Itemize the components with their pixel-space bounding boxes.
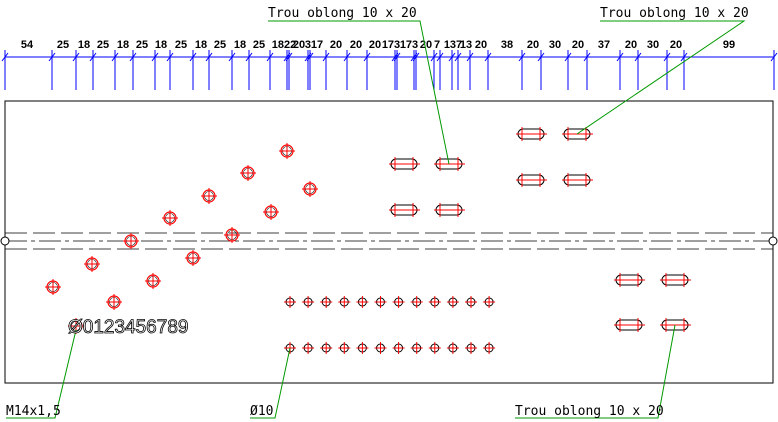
dimension-tick — [166, 52, 174, 62]
dimension-tick — [770, 52, 778, 62]
annotation-slot-bottom: Trou oblong 10 x 20 — [515, 404, 664, 419]
centerline-end-marker — [0, 236, 10, 246]
dimension-tick — [454, 52, 462, 62]
plate-outline — [4, 100, 774, 384]
leaders — [6, 20, 746, 419]
leader-line — [576, 20, 746, 135]
dimension-label: 20 — [293, 39, 305, 51]
dimension-label: 38 — [501, 39, 513, 51]
dimension-label: 18 — [155, 39, 167, 51]
dimension-label: 37 — [598, 39, 610, 51]
centerline-end-marker — [768, 236, 778, 246]
annotation-thread: M14x1,5 — [6, 404, 61, 419]
dimension-label: 7 — [434, 39, 440, 51]
dimension-label: 20 — [350, 39, 362, 51]
leader-line — [268, 20, 450, 165]
dimension-tick — [48, 52, 56, 62]
dimension-tick — [663, 52, 671, 62]
dimension-tick — [363, 52, 371, 62]
dimension-tick — [322, 52, 330, 62]
annotation-slot-top-left: Trou oblong 10 x 20 — [268, 6, 417, 21]
dimension-label: 25 — [57, 39, 69, 51]
dimension-label: 20 — [527, 39, 539, 51]
dimension-tick — [111, 52, 119, 62]
dimension-label: 20 — [420, 39, 432, 51]
dimension-tick — [72, 52, 80, 62]
dimension-tick — [537, 52, 545, 62]
dimension-tick — [245, 52, 253, 62]
dimension-tick — [285, 52, 293, 62]
annotation-slot-top-right: Trou oblong 10 x 20 — [600, 6, 749, 21]
dimension-tick — [680, 52, 688, 62]
dimension-tick — [616, 52, 624, 62]
dimension-tick — [466, 52, 474, 62]
dimension-tick — [151, 52, 159, 62]
dimension-label: 20 — [670, 39, 682, 51]
centerlines — [0, 232, 778, 250]
dimension-tick — [266, 52, 274, 62]
leader-line — [250, 347, 291, 419]
dimension-tick — [436, 52, 444, 62]
dimension-tick — [205, 52, 213, 62]
dimension-tick — [129, 52, 137, 62]
dimension-label: 20 — [625, 39, 637, 51]
dimension-label: 20 — [572, 39, 584, 51]
dimension-label: 25 — [175, 39, 187, 51]
dimension-tick — [430, 52, 438, 62]
dimension-label: 54 — [21, 39, 34, 51]
dimension-tick — [393, 52, 401, 62]
dimension-label: 25 — [136, 39, 148, 51]
dimension-label: 173 — [400, 39, 418, 51]
leader-line — [6, 329, 77, 419]
dimension-tick — [518, 52, 526, 62]
dimension-tick — [1, 52, 9, 62]
dimension-label: 1822 — [272, 39, 296, 51]
dimension-label: 13 — [460, 39, 472, 51]
dimension-label: 20 — [369, 39, 381, 51]
dimension-label: 18 — [78, 39, 90, 51]
dimension-tick — [448, 52, 456, 62]
dimension-label: 25 — [97, 39, 109, 51]
dimension-label: 173 — [382, 39, 400, 51]
dimension-tick — [228, 52, 236, 62]
text-sample: Ø0123456789 — [68, 317, 188, 338]
dimension-tick — [412, 52, 420, 62]
dimension-label: 20 — [475, 39, 487, 51]
annotation-hole: Ø10 — [250, 404, 273, 419]
dimension-label: 18 — [195, 39, 207, 51]
dimension-label: 30 — [647, 39, 659, 51]
dimension-label: 317 — [305, 39, 323, 51]
dimension-label: 99 — [723, 39, 735, 51]
dimension-label: 18 — [117, 39, 129, 51]
dimension-tick — [306, 52, 314, 62]
dimension-tick — [564, 52, 572, 62]
dimension-label: 30 — [549, 39, 561, 51]
dimension-label: 137 — [444, 39, 462, 51]
leader-line — [515, 324, 676, 419]
dimension-tick — [89, 52, 97, 62]
dimension-tick — [583, 52, 591, 62]
dimension-tick — [189, 52, 197, 62]
holes — [45, 127, 691, 354]
dimension-label: 20 — [330, 39, 342, 51]
dimension-label: 25 — [214, 39, 226, 51]
dimension-label: 25 — [253, 39, 265, 51]
dimension-tick — [634, 52, 642, 62]
dimension-label: 18 — [234, 39, 246, 51]
dimension-tick — [343, 52, 351, 62]
dimension-tick — [484, 52, 492, 62]
